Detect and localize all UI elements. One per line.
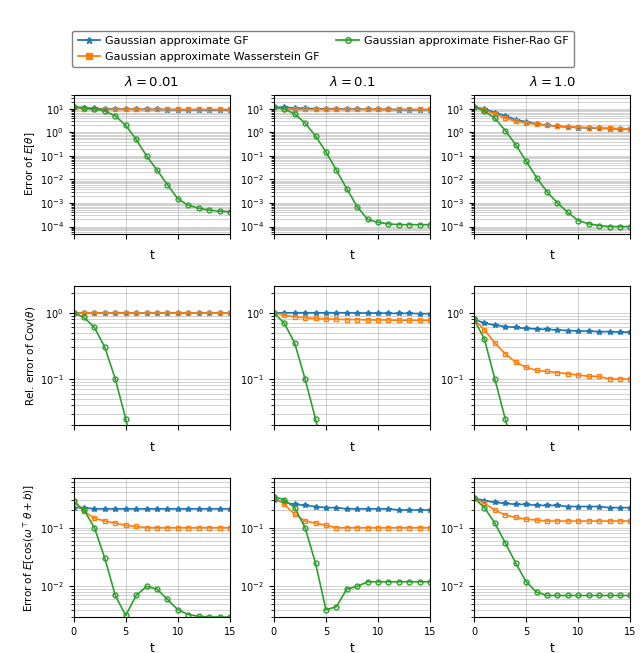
Y-axis label: Error of $E[\theta]$: Error of $E[\theta]$ [23, 132, 37, 197]
Legend: Gaussian approximate GF, Gaussian approximate Wasserstein GF, Gaussian approxima: Gaussian approximate GF, Gaussian approx… [72, 31, 575, 67]
X-axis label: t: t [550, 249, 555, 262]
Title: $\lambda = 0.1$: $\lambda = 0.1$ [329, 75, 375, 89]
X-axis label: t: t [349, 643, 355, 653]
Title: $\lambda = 0.01$: $\lambda = 0.01$ [124, 75, 179, 89]
X-axis label: t: t [149, 249, 154, 262]
X-axis label: t: t [349, 249, 355, 262]
X-axis label: t: t [550, 441, 555, 454]
X-axis label: t: t [349, 441, 355, 454]
X-axis label: t: t [550, 643, 555, 653]
Title: $\lambda = 1.0$: $\lambda = 1.0$ [529, 75, 575, 89]
Y-axis label: Error of $E[\cos(\omega^\top\theta + b)]$: Error of $E[\cos(\omega^\top\theta + b)]… [22, 484, 37, 612]
Y-axis label: Rel. error of $\mathrm{Cov}(\theta)$: Rel. error of $\mathrm{Cov}(\theta)$ [24, 306, 37, 406]
X-axis label: t: t [149, 643, 154, 653]
X-axis label: t: t [149, 441, 154, 454]
